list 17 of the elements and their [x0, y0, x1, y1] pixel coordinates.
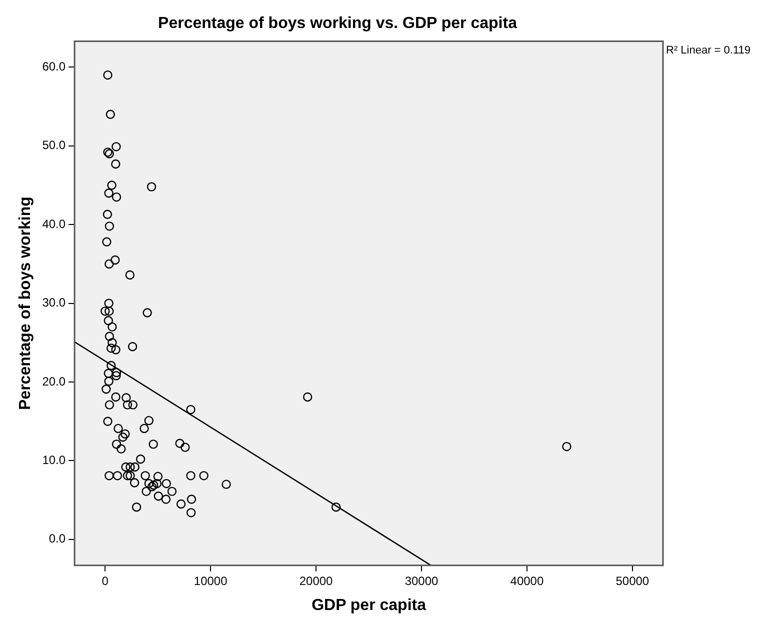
y-tick-label: 10.0 — [42, 453, 66, 468]
y-tick-label: 30.0 — [42, 296, 66, 310]
chart-title: Percentage of boys working vs. GDP per capita — [158, 15, 518, 32]
text: R² Linear = 0.119 — [666, 44, 750, 57]
x-axis-title: GDP per capita — [312, 596, 426, 614]
y-tick-label: 60.0 — [42, 59, 66, 74]
y-tick-label: 0.0 — [48, 532, 66, 546]
y-axis-title: Percentage of boys working — [17, 196, 34, 410]
y-tick-label: 20.0 — [42, 374, 66, 388]
y-tick-label: 40.0 — [42, 216, 66, 231]
x-tick-label: 20000 — [299, 574, 334, 588]
y-tick-label: 50.0 — [42, 138, 66, 152]
x-tick-label: 50000 — [616, 574, 650, 588]
x-tick-label: 30000 — [404, 574, 439, 588]
x-tick-label: 0 — [102, 574, 109, 588]
x-tick-label: 10000 — [194, 574, 228, 588]
x-tick-label: 40000 — [510, 574, 544, 588]
